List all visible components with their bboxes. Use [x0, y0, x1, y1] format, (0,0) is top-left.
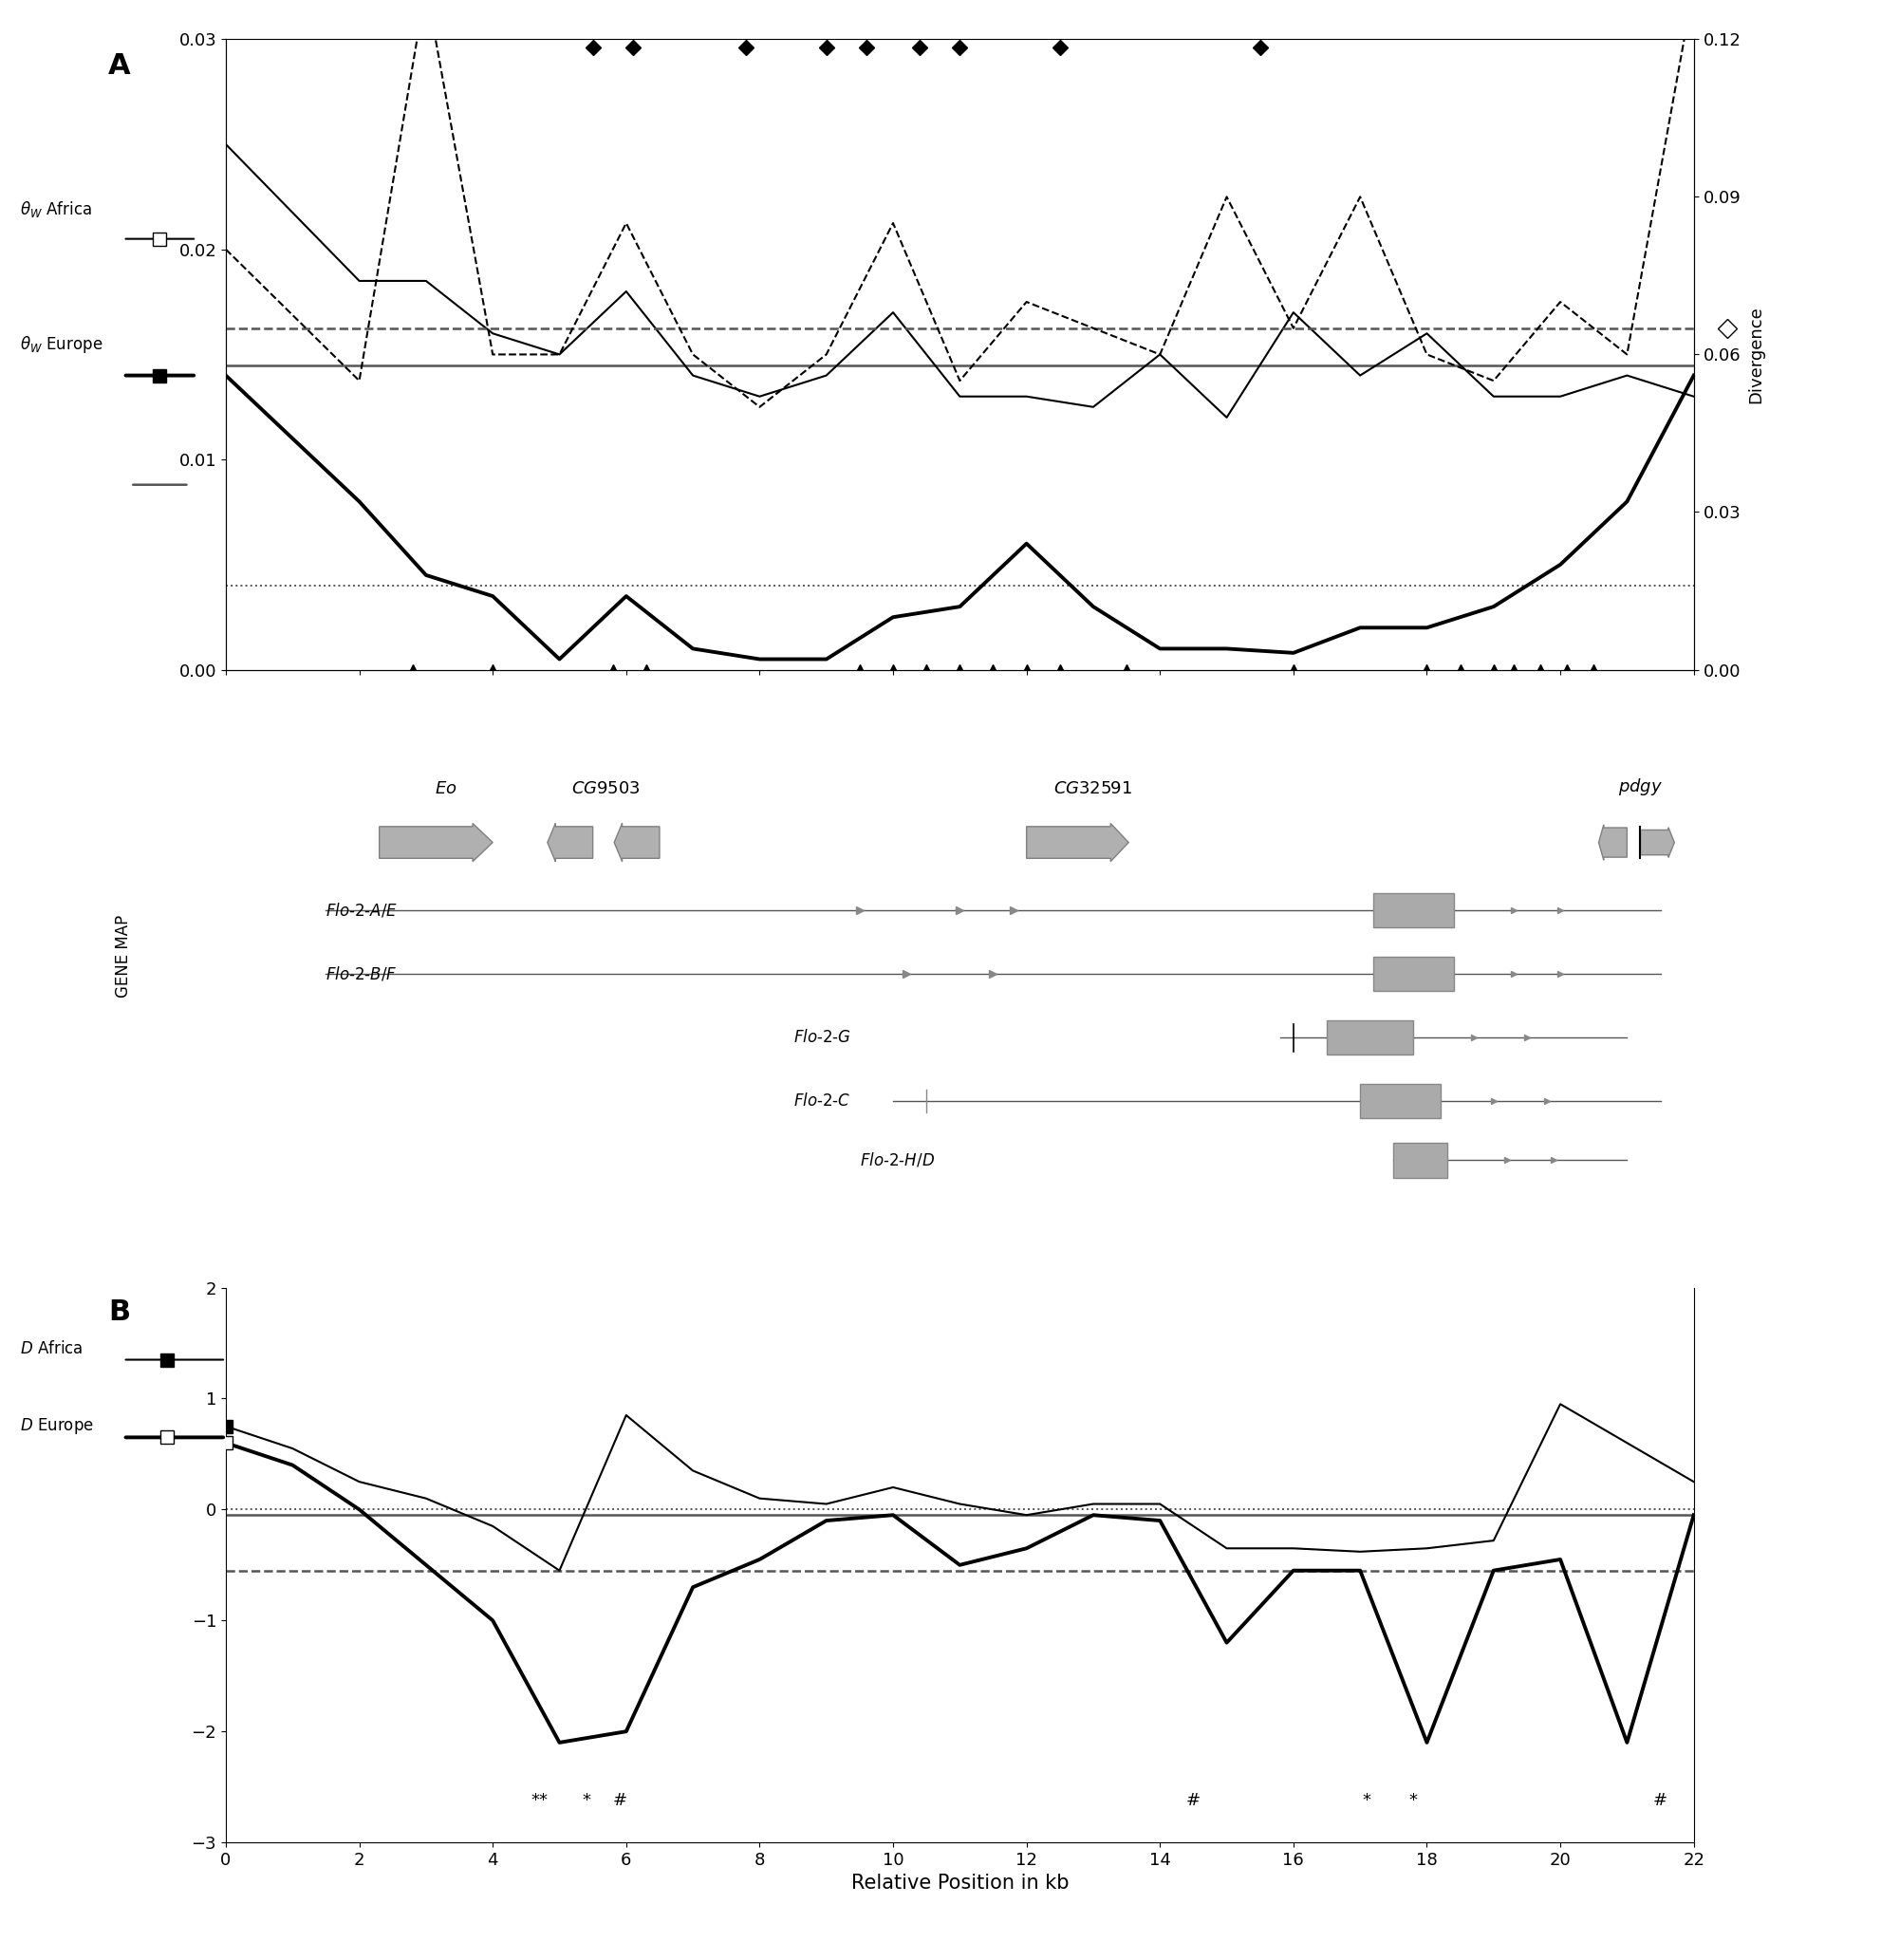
Text: #: # [1652, 1793, 1667, 1809]
FancyArrow shape [1025, 823, 1129, 862]
Text: $\it{Flo\text{-}2\text{-}C}$: $\it{Flo\text{-}2\text{-}C}$ [792, 1092, 850, 1109]
Text: $\it{pdgy}$: $\it{pdgy}$ [1618, 776, 1663, 798]
FancyArrow shape [613, 823, 658, 862]
Text: *: * [581, 1793, 591, 1809]
FancyArrow shape [1597, 825, 1627, 860]
Text: $D$ Africa: $D$ Africa [21, 1341, 83, 1356]
Text: $\theta_W$ Europe: $\theta_W$ Europe [21, 335, 103, 355]
FancyArrow shape [547, 823, 593, 862]
Text: A: A [109, 51, 132, 78]
Bar [1326, 1021, 1413, 1054]
Text: #: # [1185, 1793, 1200, 1809]
X-axis label: Relative Position in kb: Relative Position in kb [850, 1874, 1068, 1893]
Text: $\it{Flo\text{-}2\text{-}B/F}$: $\it{Flo\text{-}2\text{-}B/F}$ [325, 964, 397, 984]
FancyArrow shape [1640, 827, 1674, 857]
Text: $\it{Flo\text{-}2\text{-}H/D}$: $\it{Flo\text{-}2\text{-}H/D}$ [860, 1151, 935, 1170]
Text: $\it{Eo}$: $\it{Eo}$ [435, 780, 457, 798]
Text: B: B [109, 1299, 130, 1327]
Text: $D$ Europe: $D$ Europe [21, 1417, 94, 1437]
Text: *: * [1362, 1793, 1371, 1809]
Text: $\it{Flo\text{-}2\text{-}G}$: $\it{Flo\text{-}2\text{-}G}$ [792, 1029, 850, 1047]
FancyArrow shape [380, 823, 493, 862]
Y-axis label: Divergence: Divergence [1747, 306, 1764, 404]
Text: $\it{CG32591}$: $\it{CG32591}$ [1053, 780, 1132, 798]
Text: *: * [1409, 1793, 1416, 1809]
Bar [1360, 1084, 1439, 1119]
Bar [1392, 1143, 1446, 1178]
Text: $\it{Flo\text{-}2\text{-}A/E}$: $\it{Flo\text{-}2\text{-}A/E}$ [325, 902, 399, 919]
Text: $\theta_W$ Africa: $\theta_W$ Africa [21, 200, 92, 220]
Text: **: ** [530, 1793, 547, 1809]
Text: GENE MAP: GENE MAP [115, 915, 132, 998]
Bar [1373, 894, 1452, 927]
Text: $\it{CG9503}$: $\it{CG9503}$ [572, 780, 640, 798]
Bar [1373, 956, 1452, 992]
Text: #: # [611, 1793, 626, 1809]
